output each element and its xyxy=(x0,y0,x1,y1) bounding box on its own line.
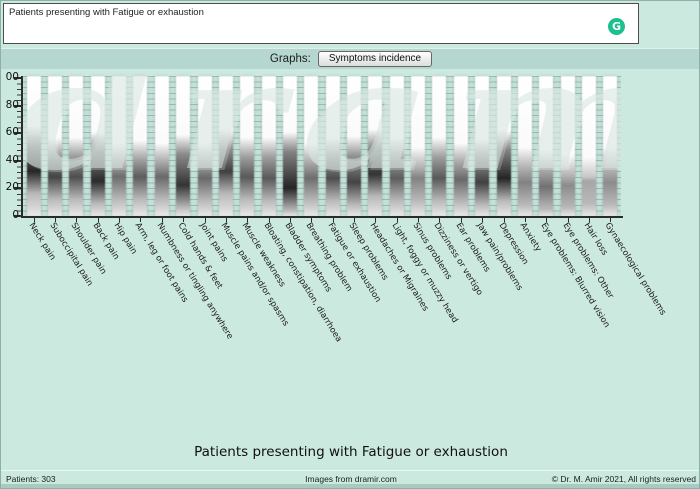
y-major-tick xyxy=(14,159,21,162)
patients-count: Patients: 303 xyxy=(6,474,56,484)
y-major-tick xyxy=(14,77,21,79)
bar xyxy=(112,76,127,216)
x-tick xyxy=(567,218,569,222)
x-tick xyxy=(418,218,420,222)
x-tick xyxy=(610,218,612,222)
bar xyxy=(325,76,340,216)
x-tick xyxy=(268,218,270,222)
bar xyxy=(603,76,618,216)
x-tick xyxy=(97,218,99,222)
bar xyxy=(389,76,404,216)
x-tick xyxy=(119,218,121,222)
grammarly-icon[interactable]: G xyxy=(608,18,625,35)
bar xyxy=(581,76,596,216)
bar xyxy=(240,76,255,216)
bar xyxy=(26,76,41,216)
bar xyxy=(517,76,532,216)
x-tick xyxy=(375,218,377,222)
bar xyxy=(453,76,468,216)
query-input[interactable]: Patients presenting with Fatigue or exha… xyxy=(3,3,639,44)
x-tick xyxy=(311,218,313,222)
y-major-tick xyxy=(14,215,21,217)
bar xyxy=(282,76,297,216)
bar xyxy=(347,76,362,216)
query-input-text: Patients presenting with Fatigue or exha… xyxy=(9,7,204,18)
x-tick xyxy=(354,218,356,222)
x-tick xyxy=(482,218,484,222)
bar xyxy=(90,76,105,216)
bar xyxy=(432,76,447,216)
x-tick xyxy=(289,218,291,222)
x-tick xyxy=(546,218,548,222)
x-tick xyxy=(161,218,163,222)
bar xyxy=(475,76,490,216)
bar xyxy=(560,76,575,216)
bar xyxy=(154,76,169,216)
y-axis xyxy=(21,76,23,218)
bar xyxy=(218,76,233,216)
bar xyxy=(496,76,511,216)
y-major-tick xyxy=(14,132,21,135)
x-tick xyxy=(76,218,78,222)
y-tick-label: 00 xyxy=(5,71,19,83)
x-tick-label: Gynaecological problems xyxy=(602,221,669,318)
x-tick xyxy=(33,218,35,222)
bar xyxy=(176,76,191,216)
x-tick xyxy=(460,218,462,222)
x-tick xyxy=(204,218,206,222)
x-tick xyxy=(140,218,142,222)
bar xyxy=(368,76,383,216)
bar xyxy=(411,76,426,216)
x-tick xyxy=(183,218,185,222)
y-tick-label: 40 xyxy=(5,153,19,166)
bar xyxy=(69,76,84,216)
y-tick-label: 80 xyxy=(5,98,19,111)
y-tick-label: 0 xyxy=(12,209,19,221)
bar xyxy=(48,76,63,216)
x-axis xyxy=(21,216,623,218)
x-tick xyxy=(439,218,441,222)
bottom-strip xyxy=(1,484,699,488)
x-tick xyxy=(247,218,249,222)
status-bar: Patients: 303 Images from dramir.com © D… xyxy=(1,470,699,484)
x-tick xyxy=(524,218,526,222)
y-major-tick xyxy=(14,187,21,190)
graphs-label: Graphs: xyxy=(269,53,311,65)
x-tick xyxy=(588,218,590,222)
y-tick-label: 60 xyxy=(5,126,19,139)
y-axis-minor-ticks xyxy=(17,78,21,217)
bar xyxy=(261,76,276,216)
graphs-toolbar: Graphs: Symptoms incidence xyxy=(1,48,699,69)
x-tick xyxy=(332,218,334,222)
y-major-tick xyxy=(14,104,21,107)
copyright: © Dr. M. Amir 2021, All rights reserved xyxy=(551,474,696,484)
y-tick-label: 20 xyxy=(5,181,19,194)
bar xyxy=(304,76,319,216)
bar xyxy=(133,76,148,216)
x-tick xyxy=(396,218,398,222)
symptoms-incidence-button[interactable]: Symptoms incidence xyxy=(317,51,433,67)
x-tick xyxy=(55,218,57,222)
x-tick xyxy=(503,218,505,222)
bar xyxy=(539,76,554,216)
chart-title: Patients presenting with Fatigue or exha… xyxy=(194,444,508,460)
bar xyxy=(197,76,212,216)
plot-area: dramir xyxy=(23,76,621,216)
x-tick xyxy=(225,218,227,222)
images-credit: Images from dramir.com xyxy=(305,474,397,484)
